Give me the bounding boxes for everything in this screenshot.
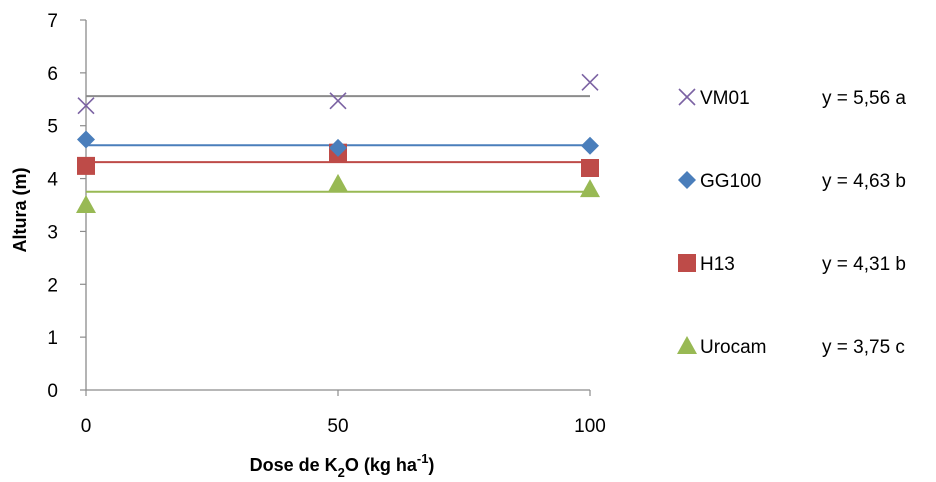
x-tick-label: 0: [81, 416, 92, 437]
point-h13: [581, 159, 599, 177]
y-tick-label: 4: [47, 170, 58, 191]
legend-equation-urocam: y = 3,75 c: [822, 337, 905, 358]
legend-label-vm01: VM01: [700, 88, 750, 109]
legend-label-gg100: GG100: [700, 171, 761, 192]
y-tick-label: 5: [47, 117, 58, 138]
legend-equation-vm01: y = 5,56 a: [822, 88, 906, 109]
legend-equation-gg100: y = 4,63 b: [822, 171, 906, 192]
legend-marker-urocam: [677, 336, 697, 354]
legend-label-urocam: Urocam: [700, 337, 767, 358]
axes: 0 1 2 3 4 5 6 7 0 50 100: [47, 11, 605, 437]
point-vm01: [581, 73, 599, 91]
legend: VM01 y = 5,56 a GG100 y = 4,63 b H13 y = 4,31…: [677, 88, 906, 358]
y-tick-label: 7: [47, 11, 58, 32]
data-marks: [76, 73, 600, 213]
legend-marker-h13: [678, 254, 696, 272]
point-urocam: [328, 173, 348, 192]
point-gg100: [329, 138, 347, 157]
point-gg100: [581, 136, 599, 155]
x-axis-title: Dose de K2O (kg ha-1): [250, 451, 435, 480]
x-tick-label: 100: [574, 416, 606, 437]
point-urocam: [76, 195, 96, 213]
point-urocam: [580, 179, 600, 198]
y-tick-label: 1: [47, 328, 58, 349]
point-h13: [77, 156, 95, 175]
point-vm01: [329, 92, 347, 110]
point-vm01: [77, 97, 95, 115]
point-gg100: [77, 130, 95, 149]
legend-marker-vm01: [678, 88, 696, 106]
legend-marker-gg100: [678, 171, 696, 189]
y-axis-title: Altura (m): [10, 167, 30, 252]
y-tick-label: 0: [47, 381, 58, 402]
legend-equation-h13: y = 4,31 b: [822, 254, 906, 275]
y-tick-label: 3: [47, 222, 58, 243]
x-tick-label: 50: [327, 416, 348, 437]
legend-label-h13: H13: [700, 254, 735, 275]
y-tick-label: 2: [47, 275, 58, 296]
y-tick-label: 6: [47, 64, 58, 85]
